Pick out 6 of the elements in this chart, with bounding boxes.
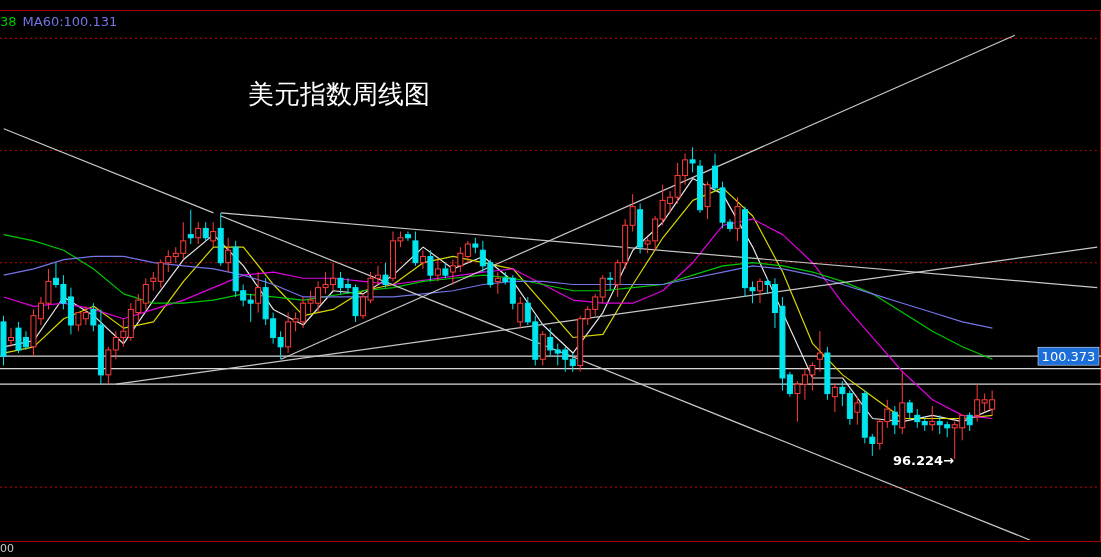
text: MA60:100.131 <box>22 14 118 29</box>
annotation: 100.373 <box>1041 349 1096 365</box>
text: 00 <box>0 542 14 555</box>
annotation: 96.224→ <box>892 452 955 468</box>
chart-title: 美元指数周线图 <box>248 78 430 111</box>
text: 38 <box>0 14 17 29</box>
